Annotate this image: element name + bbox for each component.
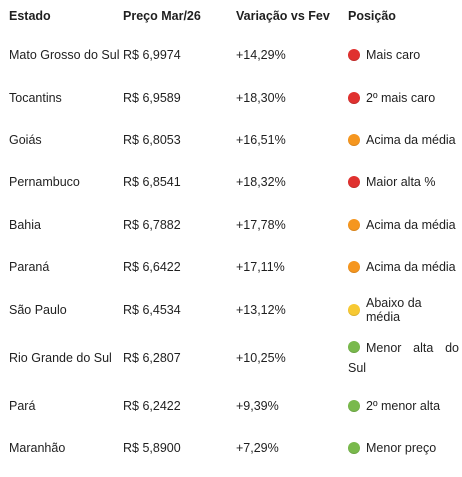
variation-cell: +16,51% <box>236 132 286 147</box>
state-cell: Pernambuco <box>9 175 80 190</box>
variation-cell: +9,39% <box>236 398 279 413</box>
price-cell: R$ 6,8541 <box>123 175 181 190</box>
position-cell: Acima da média <box>348 204 459 246</box>
position-label: Maior alta % <box>366 175 436 190</box>
green-circle-icon <box>348 399 360 412</box>
header-variation: Variação vs Fev <box>236 9 330 23</box>
position-cell: Maior alta % <box>348 161 459 203</box>
variation-cell: +13,12% <box>236 302 286 317</box>
orange-circle-icon <box>348 218 360 231</box>
variation-cell: +14,29% <box>236 48 286 63</box>
state-cell: Pará <box>9 398 36 413</box>
state-cell: Rio Grande do Sul <box>9 350 112 365</box>
position-label-wrap: Menor alta do Sul <box>348 338 459 378</box>
price-cell: R$ 6,8053 <box>123 132 181 147</box>
variation-cell: +7,29% <box>236 441 279 456</box>
price-cell: R$ 6,2422 <box>123 398 181 413</box>
state-cell: Tocantins <box>9 90 62 105</box>
state-cell: Goiás <box>9 132 42 147</box>
position-cell: Menor preço <box>348 427 459 469</box>
table-row: Bahia R$ 6,7882 +17,78% Acima da média <box>0 204 462 246</box>
position-cell: Menor alta do Sul <box>348 331 459 385</box>
header-price: Preço Mar/26 <box>123 9 201 23</box>
green-circle-icon <box>348 442 360 455</box>
table-row: Maranhão R$ 5,8900 +7,29% Menor preço <box>0 427 462 469</box>
position-label: Abaixo da média <box>366 295 422 324</box>
position-cell: Abaixo da média <box>348 288 459 330</box>
position-label: 2º menor alta <box>366 398 441 413</box>
variation-cell: +17,78% <box>236 217 286 232</box>
position-cell: Acima da média <box>348 119 459 161</box>
table-header: Estado Preço Mar/26 Variação vs Fev Posi… <box>0 0 462 34</box>
header-state: Estado <box>9 9 51 23</box>
position-label: Menor preço <box>366 441 437 456</box>
table-row: Mato Grosso do Sul R$ 6,9974 +14,29% Mai… <box>0 34 462 76</box>
position-label: 2º mais caro <box>366 90 436 105</box>
header-position: Posição <box>348 9 396 23</box>
price-cell: R$ 6,9974 <box>123 48 181 63</box>
variation-cell: +17,11% <box>236 260 285 275</box>
table-row: Pará R$ 6,2422 +9,39% 2º menor alta <box>0 385 462 427</box>
price-cell: R$ 6,9589 <box>123 90 181 105</box>
position-cell: Mais caro <box>348 34 459 76</box>
position-label: Mais caro <box>366 48 421 63</box>
state-cell: Mato Grosso do Sul <box>9 48 120 63</box>
state-cell: Paraná <box>9 260 50 275</box>
price-cell: R$ 6,7882 <box>123 217 181 232</box>
variation-cell: +18,32% <box>236 175 286 190</box>
table-row: Rio Grande do Sul R$ 6,2807 +10,25% Meno… <box>0 331 462 385</box>
table-row: Paraná R$ 6,6422 +17,11% Acima da média <box>0 246 462 288</box>
green-circle-icon <box>348 340 360 353</box>
price-cell: R$ 5,8900 <box>123 441 181 456</box>
position-cell: 2º menor alta <box>348 385 459 427</box>
position-label: Acima da média <box>366 217 456 232</box>
red-circle-icon <box>348 91 360 104</box>
state-cell: Bahia <box>9 217 41 232</box>
state-cell: Maranhão <box>9 441 66 456</box>
table-row: Goiás R$ 6,8053 +16,51% Acima da média <box>0 119 462 161</box>
orange-circle-icon <box>348 261 360 274</box>
price-cell: R$ 6,2807 <box>123 350 181 365</box>
yellow-circle-icon <box>348 303 360 316</box>
red-circle-icon <box>348 176 360 189</box>
position-cell: 2º mais caro <box>348 76 459 118</box>
variation-cell: +10,25% <box>236 350 286 365</box>
price-cell: R$ 6,6422 <box>123 260 181 275</box>
orange-circle-icon <box>348 133 360 146</box>
red-circle-icon <box>348 49 360 62</box>
position-cell: Acima da média <box>348 246 459 288</box>
position-label: Acima da média <box>366 260 456 275</box>
table-row: Pernambuco R$ 6,8541 +18,32% Maior alta … <box>0 161 462 203</box>
table-row: São Paulo R$ 6,4534 +13,12% Abaixo da mé… <box>0 288 462 330</box>
position-label: Menor alta do Sul <box>348 340 459 375</box>
position-label: Acima da média <box>366 132 456 147</box>
variation-cell: +18,30% <box>236 90 286 105</box>
table-row: Tocantins R$ 6,9589 +18,30% 2º mais caro <box>0 76 462 118</box>
state-cell: São Paulo <box>9 302 67 317</box>
price-cell: R$ 6,4534 <box>123 302 181 317</box>
